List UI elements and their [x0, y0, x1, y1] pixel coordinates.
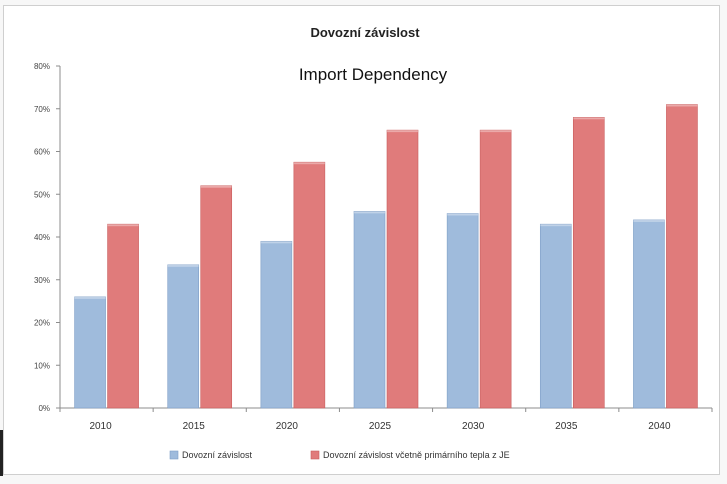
bar-dovozni-zavislost-vcetne-tepla [107, 223, 139, 409]
bar-dovozni-zavislost-vcetne-tepla [200, 185, 233, 409]
bars [74, 104, 698, 409]
bar-dovozni-zavislost [539, 223, 572, 409]
bar-highlight [447, 213, 479, 216]
y-tick-label: 10% [34, 361, 50, 370]
edge-mark [0, 430, 3, 476]
x-tick-label: 2020 [276, 421, 299, 432]
legend-label: Dovozní závislost včetně primárního tepl… [323, 450, 510, 460]
bar-dovozni-zavislost-vcetne-tepla [293, 161, 326, 409]
axes [59, 66, 712, 409]
bar-highlight [666, 104, 698, 107]
y-tick-label: 20% [34, 319, 50, 328]
bar-highlight [540, 224, 572, 227]
y-tick-label: 60% [34, 148, 50, 157]
bar-dovozni-zavislost [353, 211, 386, 409]
bar-dovozni-zavislost [167, 264, 200, 409]
bar-dovozni-zavislost-vcetne-tepla [666, 104, 698, 409]
chart-title: Dovozní závislost [310, 25, 420, 40]
y-tick-label: 50% [34, 190, 50, 199]
bar-highlight [293, 162, 325, 165]
y-tick-label: 30% [34, 276, 50, 285]
bar-dovozni-zavislost [74, 296, 106, 409]
bar-dovozni-zavislost [633, 219, 665, 409]
bar-highlight [74, 296, 106, 299]
bar-dovozni-zavislost [446, 213, 479, 409]
bar-highlight [573, 117, 605, 120]
bar-highlight [633, 219, 665, 222]
x-axis-ticks: 2010 2015 2020 2025 2030 2035 2040 [59, 408, 713, 432]
bar-dovozni-zavislost-vcetne-tepla [386, 129, 419, 409]
legend-swatch [169, 450, 179, 460]
y-tick-label: 40% [34, 233, 50, 242]
x-tick-label: 2030 [462, 421, 485, 432]
legend-label: Dovozní závislost [182, 450, 253, 460]
bar-dovozni-zavislost-vcetne-tepla [479, 129, 512, 409]
bar-highlight [354, 211, 385, 214]
y-tick-label: 0% [38, 404, 50, 413]
y-tick-label: 80% [34, 62, 50, 71]
bar-highlight [167, 264, 199, 267]
bar-highlight [200, 185, 232, 188]
legend: Dovozní závislost Dovozní závislost včetn… [169, 450, 510, 460]
chart-subtitle: Import Dependency [299, 65, 448, 84]
bar-dovozni-zavislost-vcetne-tepla [572, 117, 605, 409]
x-tick-label: 2015 [183, 421, 206, 432]
bar-highlight [387, 130, 418, 133]
x-tick-label: 2040 [648, 421, 671, 432]
bar-highlight [260, 241, 292, 244]
x-tick-label: 2035 [555, 421, 578, 432]
legend-swatch [310, 450, 320, 460]
y-tick-label: 70% [34, 105, 50, 114]
bar-dovozni-zavislost [260, 240, 293, 409]
x-tick-label: 2010 [89, 421, 112, 432]
bar-highlight [480, 130, 512, 133]
x-tick-label: 2025 [369, 421, 392, 432]
bar-highlight [107, 224, 139, 227]
y-axis-ticks: 0% 10% 20% 30% 40% 50% 60% 70% 80% [34, 62, 60, 413]
